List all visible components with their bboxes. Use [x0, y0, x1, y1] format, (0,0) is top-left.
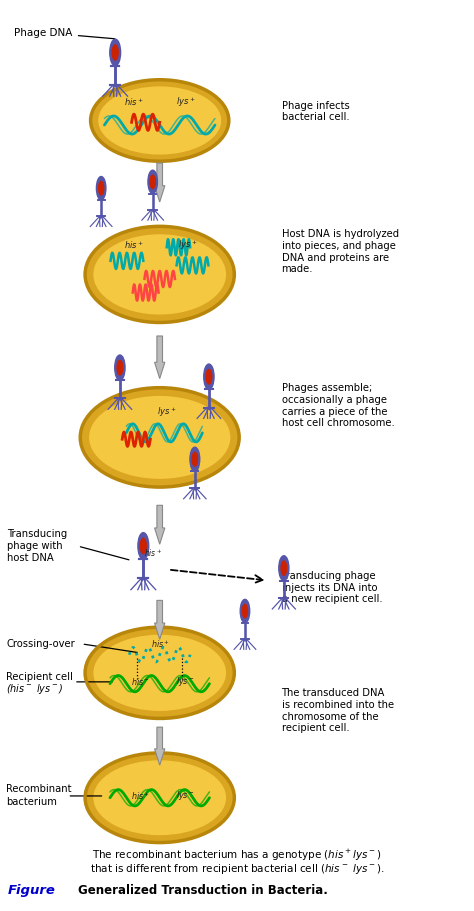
Text: that is different from recipient bacterial cell ($his^-$ $lys^-$).: that is different from recipient bacteri…: [90, 863, 384, 876]
Ellipse shape: [190, 447, 200, 471]
Text: $his^+$: $his^+$: [124, 97, 144, 108]
Text: Crossing-over: Crossing-over: [6, 639, 75, 649]
Ellipse shape: [94, 235, 225, 313]
Text: The recombinant bacterium has a genotype ($his^+lys^-$): The recombinant bacterium has a genotype…: [92, 848, 382, 864]
Ellipse shape: [94, 635, 225, 711]
FancyArrow shape: [155, 600, 165, 640]
Text: $his^-$: $his^-$: [131, 676, 151, 688]
Text: Transducing phage
injects its DNA into
a new recipient cell.: Transducing phage injects its DNA into a…: [282, 571, 382, 604]
Text: $lys^-$: $lys^-$: [176, 675, 195, 689]
Text: $lys^-$: $lys^-$: [176, 790, 195, 803]
Ellipse shape: [138, 533, 149, 559]
Ellipse shape: [204, 364, 214, 389]
Text: $his^+$: $his^+$: [144, 548, 162, 559]
Ellipse shape: [110, 39, 120, 66]
FancyArrow shape: [155, 727, 165, 765]
Ellipse shape: [99, 87, 220, 154]
Text: ($his^-$ $lys^-$): ($his^-$ $lys^-$): [6, 682, 64, 696]
Text: Host DNA is hydrolyzed
into pieces, and phage
DNA and proteins are
made.: Host DNA is hydrolyzed into pieces, and …: [282, 230, 399, 274]
Text: Phage DNA: Phage DNA: [15, 27, 115, 39]
Text: $lys^+$: $lys^+$: [176, 96, 195, 109]
Ellipse shape: [192, 453, 198, 466]
Ellipse shape: [85, 752, 234, 843]
Ellipse shape: [140, 538, 146, 554]
Text: Generalized Transduction in Bacteria.: Generalized Transduction in Bacteria.: [78, 884, 328, 896]
Ellipse shape: [94, 761, 225, 834]
Ellipse shape: [112, 45, 118, 60]
Text: Recombinant: Recombinant: [6, 783, 72, 793]
Text: The transduced DNA
is recombined into the
chromosome of the
recipient cell.: The transduced DNA is recombined into th…: [282, 689, 393, 733]
Ellipse shape: [90, 396, 229, 478]
Text: $lys^+$: $lys^+$: [178, 239, 198, 252]
Text: Phages assemble;
occasionally a phage
carries a piece of the
host cell chromosom: Phages assemble; occasionally a phage ca…: [282, 384, 394, 428]
Text: Recipient cell: Recipient cell: [6, 672, 73, 682]
FancyArrow shape: [155, 506, 165, 544]
Text: $his^+$: $his^+$: [124, 240, 144, 251]
FancyArrow shape: [155, 336, 165, 379]
Text: Phage infects
bacterial cell.: Phage infects bacterial cell.: [282, 100, 349, 122]
Ellipse shape: [85, 226, 234, 322]
Ellipse shape: [206, 370, 212, 384]
Ellipse shape: [99, 181, 104, 195]
Ellipse shape: [91, 80, 229, 161]
Ellipse shape: [85, 627, 234, 719]
Ellipse shape: [242, 604, 247, 618]
FancyArrow shape: [155, 163, 165, 202]
Ellipse shape: [281, 561, 287, 575]
Ellipse shape: [96, 177, 106, 200]
Ellipse shape: [240, 599, 250, 623]
Text: $his^+$: $his^+$: [151, 638, 170, 650]
Text: Figure: Figure: [8, 884, 55, 896]
Ellipse shape: [117, 361, 123, 375]
Ellipse shape: [80, 388, 239, 487]
Ellipse shape: [148, 170, 157, 193]
Ellipse shape: [279, 556, 289, 580]
Ellipse shape: [150, 175, 155, 189]
Text: $his^+$: $his^+$: [131, 790, 151, 802]
Ellipse shape: [115, 355, 125, 381]
Text: Transducing
phage with
host DNA: Transducing phage with host DNA: [8, 529, 68, 563]
Text: $lys^+$: $lys^+$: [157, 405, 176, 419]
Text: bacterium: bacterium: [6, 797, 57, 807]
